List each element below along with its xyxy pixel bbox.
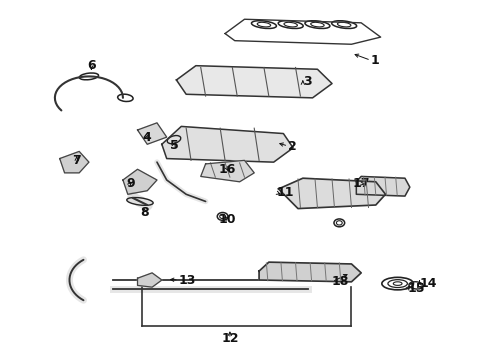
- Text: 5: 5: [169, 139, 178, 152]
- Polygon shape: [122, 169, 157, 194]
- Text: 9: 9: [126, 177, 134, 190]
- Text: 15: 15: [407, 283, 424, 296]
- Text: 18: 18: [331, 275, 349, 288]
- Polygon shape: [201, 160, 254, 182]
- Text: 1: 1: [370, 54, 379, 67]
- Polygon shape: [278, 178, 385, 208]
- Text: 12: 12: [221, 333, 238, 346]
- Polygon shape: [137, 273, 162, 287]
- Text: 7: 7: [72, 154, 81, 167]
- Polygon shape: [259, 262, 361, 282]
- Text: 6: 6: [87, 59, 96, 72]
- Text: 3: 3: [302, 75, 311, 88]
- Text: 10: 10: [218, 213, 236, 226]
- Text: 13: 13: [179, 274, 196, 287]
- Polygon shape: [162, 126, 292, 162]
- Text: 11: 11: [276, 186, 293, 199]
- Text: 16: 16: [218, 163, 236, 176]
- Text: 8: 8: [140, 206, 149, 219]
- Text: 14: 14: [419, 277, 436, 290]
- Polygon shape: [137, 123, 166, 144]
- Polygon shape: [356, 176, 409, 196]
- Text: 4: 4: [142, 131, 151, 144]
- Text: 2: 2: [287, 140, 296, 153]
- Polygon shape: [60, 152, 89, 173]
- Polygon shape: [176, 66, 331, 98]
- Text: 17: 17: [352, 177, 369, 190]
